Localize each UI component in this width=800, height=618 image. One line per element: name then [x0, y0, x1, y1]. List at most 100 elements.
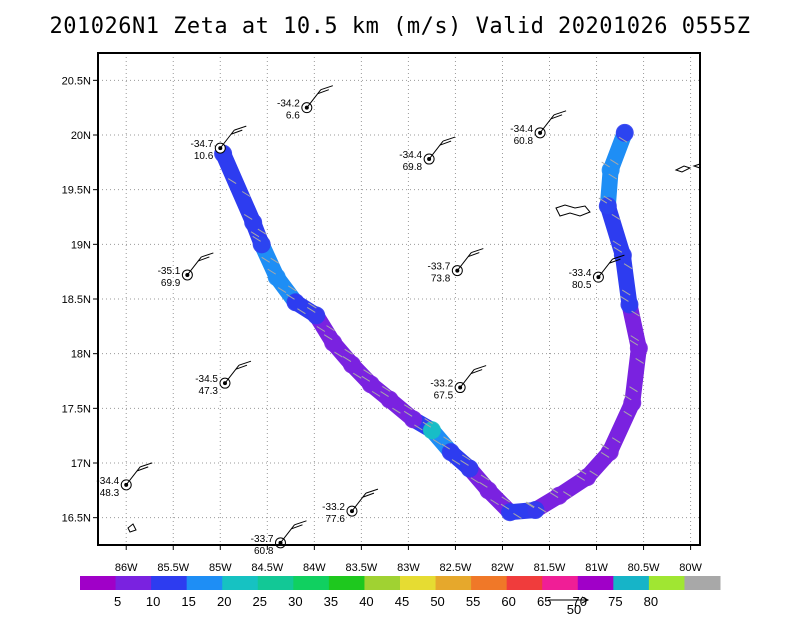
- station-value-top: -34.4: [399, 150, 422, 161]
- wind-arrow: [432, 439, 442, 445]
- swath-point: [380, 390, 399, 409]
- wind-barb-flag: [235, 364, 248, 370]
- station-value-bottom: 77.6: [326, 514, 346, 525]
- swath-point: [244, 213, 263, 232]
- y-tick-label: 20N: [71, 130, 91, 142]
- coastline: [555, 204, 591, 217]
- station-plot: -35.169.9: [158, 252, 214, 289]
- wind-barb-flag: [442, 136, 456, 142]
- stations: -34.26.6-34.710.6 -34.469.8-34.460.8-35.1…: [96, 85, 625, 557]
- wind-arrow: [363, 369, 372, 376]
- wind-arrow: [612, 240, 622, 247]
- station-value-top: -33.2: [430, 379, 453, 390]
- wind-arrow: [443, 436, 452, 443]
- station-value-top: -35.1: [158, 266, 181, 277]
- wind-barb-flag: [137, 466, 149, 472]
- wind-arrow: [610, 159, 619, 166]
- y-tick-label: 17N: [71, 458, 91, 470]
- swath-point: [623, 393, 642, 412]
- wind-arrow: [611, 214, 621, 220]
- wind-arrow: [630, 335, 639, 342]
- wind-barb-shaft: [459, 369, 475, 388]
- colorbar-label: 80: [644, 594, 658, 609]
- swath-segment: [624, 340, 647, 411]
- wind-arrow: [287, 285, 297, 292]
- wind-barb-shaft: [125, 466, 141, 486]
- wind-arrow: [576, 474, 585, 481]
- x-tick-label: 83W: [397, 562, 420, 574]
- x-tick-label: 86W: [115, 562, 138, 574]
- swath-point: [324, 333, 343, 352]
- vorticity-swath: [213, 123, 648, 522]
- wind-arrow: [549, 492, 559, 498]
- x-tick-label: 85.5W: [157, 562, 189, 574]
- station-plot: -33.267.5: [430, 365, 487, 402]
- y-tick-label: 18.5N: [62, 294, 91, 306]
- swath-point: [286, 293, 305, 312]
- wind-arrow: [308, 302, 317, 309]
- station-value-bottom: 47.3: [199, 386, 219, 397]
- wind-arrow: [631, 310, 640, 317]
- wind-arrow: [621, 289, 631, 296]
- y-tick-label: 18N: [71, 349, 91, 361]
- swath-point: [601, 160, 620, 179]
- station-plot: -34.710.6: [190, 125, 247, 162]
- colorbar-cell: [613, 576, 650, 590]
- x-tick-label: 81W: [585, 562, 608, 574]
- wind-arrow: [451, 459, 461, 465]
- gridlines: [98, 53, 700, 545]
- wind-arrow: [460, 460, 469, 466]
- wind-arrow: [257, 228, 267, 235]
- colorbar-cell: [400, 576, 437, 590]
- wind-barb-flag: [473, 365, 487, 371]
- station-value-bottom: 67.5: [434, 391, 454, 402]
- x-tick-label: 82.5W: [440, 562, 472, 574]
- wind-barb-flag: [362, 492, 375, 498]
- colorbar-cell: [471, 576, 508, 590]
- swath-point: [267, 268, 286, 287]
- station-value-top: -34.5: [195, 374, 218, 385]
- wind-arrow: [635, 357, 644, 364]
- wind-barb-shaft: [219, 129, 235, 149]
- coastline: [127, 523, 137, 533]
- swath-point: [549, 486, 568, 505]
- wind-arrow: [613, 246, 623, 253]
- colorbar-label: 40: [359, 594, 373, 609]
- wind-arrow: [600, 452, 610, 458]
- wind-arrow: [623, 394, 632, 401]
- wind-arrow: [344, 348, 353, 355]
- colorbar-cell: [684, 576, 721, 590]
- x-tick-label: 84.5W: [251, 562, 283, 574]
- station-value-bottom: 10.6: [194, 151, 214, 162]
- wind-arrow: [479, 481, 488, 488]
- wind-arrow: [306, 306, 316, 313]
- station-plot: -33.480.5: [569, 254, 625, 291]
- wind-arrow: [243, 214, 253, 220]
- swath-point: [361, 375, 380, 394]
- station-value-top: -34.2: [277, 99, 300, 110]
- wind-barb-flag: [609, 258, 621, 264]
- wind-barb-flag: [234, 125, 247, 131]
- station-value-bottom: 73.8: [431, 274, 451, 285]
- wind-arrow: [589, 470, 598, 477]
- swath-point: [598, 197, 617, 216]
- colorbar-cell: [506, 576, 543, 590]
- wind-arrow: [629, 386, 638, 393]
- wind-barb-flag: [439, 140, 452, 146]
- y-tick-label: 20.5N: [62, 75, 91, 87]
- wind-barb-shaft: [186, 256, 202, 276]
- wind-arrow: [513, 513, 522, 519]
- colorbar-label: 15: [181, 594, 195, 609]
- colorbar-cell: [648, 576, 685, 590]
- wind-arrow: [361, 375, 371, 382]
- wind-arrow: [334, 351, 343, 358]
- colorbar-cell: [115, 576, 152, 590]
- swath-point: [404, 410, 423, 429]
- x-tick-label: 85W: [209, 562, 232, 574]
- station-plot: -33.277.6: [322, 488, 379, 525]
- wind-arrow: [470, 477, 480, 484]
- swath-point: [252, 235, 271, 254]
- wind-arrow: [441, 443, 450, 450]
- wind-barb-shaft: [280, 524, 295, 544]
